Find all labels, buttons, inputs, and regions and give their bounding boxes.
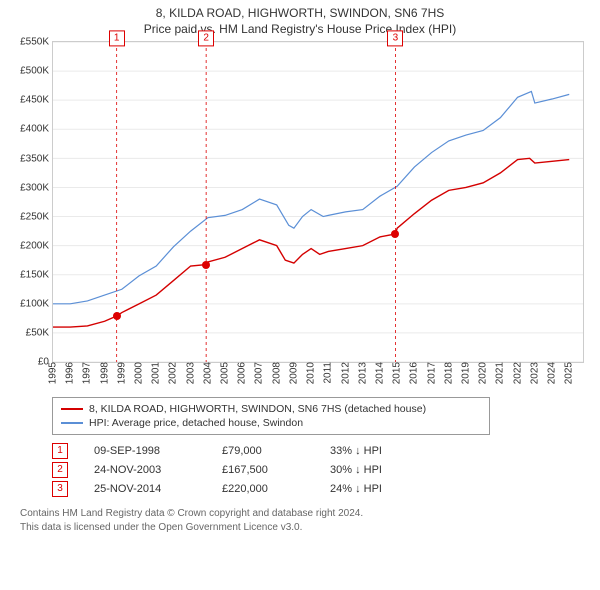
x-tick-label: 1997 — [82, 362, 93, 388]
y-tick-label: £450K — [20, 95, 53, 106]
price-chart: £0£50K£100K£150K£200K£250K£300K£350K£400… — [52, 41, 584, 391]
title-line2: Price paid vs. HM Land Registry's House … — [10, 22, 590, 38]
y-tick-label: £100K — [20, 299, 53, 310]
legend-swatch — [61, 408, 83, 410]
y-tick-label: £300K — [20, 182, 53, 193]
x-tick-label: 2004 — [202, 362, 213, 388]
sale-date: 24-NOV-2003 — [94, 464, 204, 476]
x-tick-label: 2015 — [392, 362, 403, 388]
sale-price: £79,000 — [222, 445, 312, 457]
x-tick-label: 2008 — [271, 362, 282, 388]
x-tick-label: 2014 — [374, 362, 385, 388]
x-tick-label: 2013 — [357, 362, 368, 388]
x-tick-label: 2025 — [564, 362, 575, 388]
x-tick-label: 2021 — [495, 362, 506, 388]
sale-number-box: 1 — [52, 443, 68, 459]
x-tick-label: 2024 — [547, 362, 558, 388]
sales-table: 1 09-SEP-1998 £79,000 33% ↓ HPI 2 24-NOV-2003… — [52, 443, 590, 497]
sale-dot — [113, 312, 121, 320]
sale-marker-1: 1 — [109, 31, 125, 47]
legend-item-price-paid: 8, KILDA ROAD, HIGHWORTH, SWINDON, SN6 7… — [61, 402, 481, 416]
legend-label: HPI: Average price, detached house, Swin… — [89, 417, 303, 429]
footer-line: This data is licensed under the Open Gov… — [20, 521, 590, 535]
x-tick-label: 2010 — [306, 362, 317, 388]
y-tick-label: £400K — [20, 124, 53, 135]
x-tick-label: 2020 — [478, 362, 489, 388]
sale-date: 25-NOV-2014 — [94, 483, 204, 495]
y-tick-label: £550K — [20, 37, 53, 48]
x-tick-label: 2022 — [512, 362, 523, 388]
sale-marker-2: 2 — [198, 31, 214, 47]
sale-price: £167,500 — [222, 464, 312, 476]
x-tick-label: 2005 — [220, 362, 231, 388]
sale-number-box: 2 — [52, 462, 68, 478]
sales-row: 1 09-SEP-1998 £79,000 33% ↓ HPI — [52, 443, 590, 459]
plot-area: £0£50K£100K£150K£200K£250K£300K£350K£400… — [52, 41, 584, 363]
chart-title: 8, KILDA ROAD, HIGHWORTH, SWINDON, SN6 7… — [10, 6, 590, 37]
y-tick-label: £150K — [20, 269, 53, 280]
y-tick-label: £500K — [20, 66, 53, 77]
sale-dot — [391, 230, 399, 238]
y-tick-label: £200K — [20, 240, 53, 251]
y-tick-label: £50K — [26, 328, 53, 339]
x-tick-label: 2012 — [340, 362, 351, 388]
legend-item-hpi: HPI: Average price, detached house, Swin… — [61, 416, 481, 430]
x-tick-label: 2001 — [151, 362, 162, 388]
x-tick-label: 2023 — [529, 362, 540, 388]
footer: Contains HM Land Registry data © Crown c… — [20, 507, 590, 534]
sales-row: 2 24-NOV-2003 £167,500 30% ↓ HPI — [52, 462, 590, 478]
x-tick-label: 2002 — [168, 362, 179, 388]
sale-delta: 24% ↓ HPI — [330, 483, 382, 495]
x-tick-label: 2003 — [185, 362, 196, 388]
sale-marker-3: 3 — [387, 31, 403, 47]
sale-delta: 30% ↓ HPI — [330, 464, 382, 476]
x-tick-label: 2017 — [426, 362, 437, 388]
footer-line: Contains HM Land Registry data © Crown c… — [20, 507, 590, 521]
x-tick-label: 2019 — [460, 362, 471, 388]
sale-number-box: 3 — [52, 481, 68, 497]
legend: 8, KILDA ROAD, HIGHWORTH, SWINDON, SN6 7… — [52, 397, 490, 435]
sales-row: 3 25-NOV-2014 £220,000 24% ↓ HPI — [52, 481, 590, 497]
y-tick-label: £350K — [20, 153, 53, 164]
title-line1: 8, KILDA ROAD, HIGHWORTH, SWINDON, SN6 7… — [10, 6, 590, 22]
x-tick-label: 1999 — [116, 362, 127, 388]
x-tick-label: 2016 — [409, 362, 420, 388]
x-tick-label: 1998 — [99, 362, 110, 388]
sale-delta: 33% ↓ HPI — [330, 445, 382, 457]
x-tick-label: 2018 — [443, 362, 454, 388]
x-tick-label: 1995 — [48, 362, 59, 388]
x-tick-label: 2000 — [134, 362, 145, 388]
x-tick-label: 2007 — [254, 362, 265, 388]
x-tick-label: 1996 — [65, 362, 76, 388]
y-tick-label: £250K — [20, 211, 53, 222]
x-tick-label: 2006 — [237, 362, 248, 388]
sale-date: 09-SEP-1998 — [94, 445, 204, 457]
x-tick-label: 2009 — [288, 362, 299, 388]
x-tick-label: 2011 — [323, 362, 334, 388]
sale-dot — [202, 261, 210, 269]
legend-swatch — [61, 422, 83, 424]
legend-label: 8, KILDA ROAD, HIGHWORTH, SWINDON, SN6 7… — [89, 403, 426, 415]
sale-price: £220,000 — [222, 483, 312, 495]
